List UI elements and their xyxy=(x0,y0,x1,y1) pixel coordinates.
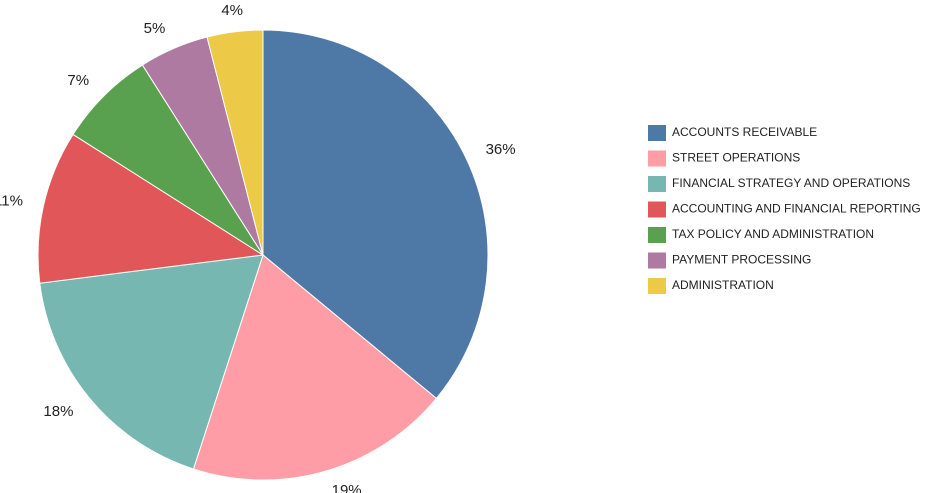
legend-label: ADMINISTRATION xyxy=(672,278,774,292)
legend-swatch xyxy=(648,201,666,218)
legend-label: ACCOUNTING AND FINANCIAL REPORTING xyxy=(672,202,921,216)
legend-label: ACCOUNTS RECEIVABLE xyxy=(672,125,817,139)
data-label: 5% xyxy=(144,20,166,37)
legend-swatch xyxy=(648,150,666,167)
data-label: 7% xyxy=(67,72,89,89)
legend-label: STREET OPERATIONS xyxy=(672,151,800,165)
pie-slice xyxy=(206,29,264,256)
pie-slice xyxy=(39,254,264,470)
pie-slice xyxy=(37,133,265,284)
legend-label: PAYMENT PROCESSING xyxy=(672,253,811,267)
data-label: 19% xyxy=(332,482,362,493)
data-label: 11% xyxy=(0,192,23,209)
pie-slice xyxy=(192,254,438,481)
legend-label: FINANCIAL STRATEGY AND OPERATIONS xyxy=(672,176,910,190)
data-label: 4% xyxy=(221,2,243,19)
legend-swatch xyxy=(648,176,666,192)
pie-slice xyxy=(262,29,489,400)
data-label: 36% xyxy=(486,141,516,158)
legend-label: TAX POLICY AND ADMINISTRATION xyxy=(672,227,874,241)
legend-swatch xyxy=(648,125,666,141)
legend-swatch xyxy=(648,252,666,269)
legend-swatch xyxy=(648,227,666,243)
legend-swatch xyxy=(648,278,666,294)
data-label: 18% xyxy=(43,403,73,420)
